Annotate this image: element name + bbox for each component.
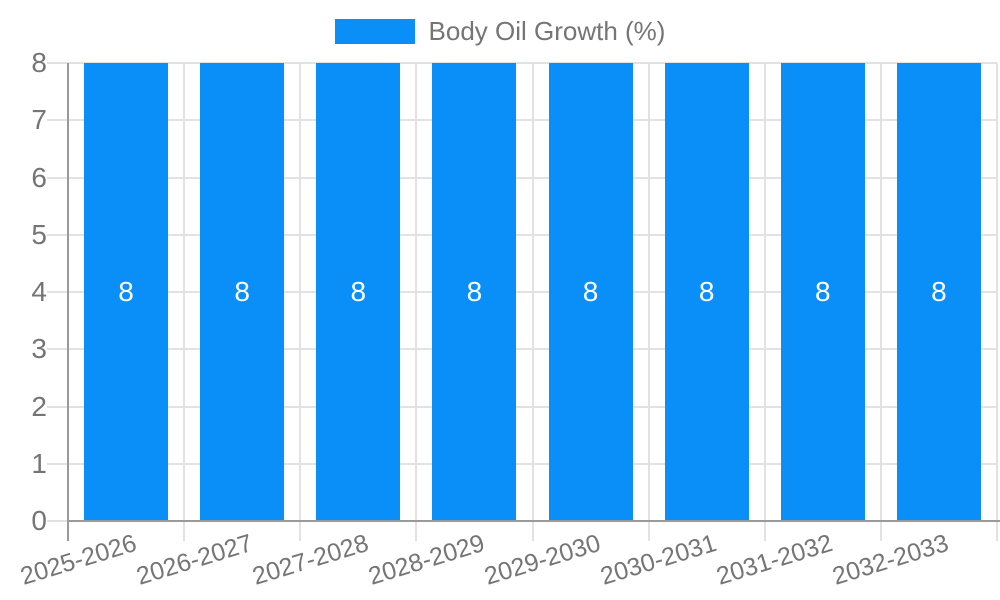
legend-swatch bbox=[334, 18, 415, 44]
chart-legend[interactable]: Body Oil Growth (%) bbox=[0, 17, 1000, 45]
y-gridline bbox=[47, 233, 997, 236]
y-axis-label-8: 8 bbox=[31, 47, 47, 78]
x-axis-label-2026-2027: 2026-2027 bbox=[132, 529, 256, 591]
bar-value-label: 8 bbox=[698, 276, 715, 307]
x-gridline bbox=[996, 63, 998, 541]
bar-2029-2030[interactable]: 8 bbox=[548, 63, 633, 521]
bar-2026-2027[interactable]: 8 bbox=[200, 63, 285, 521]
y-axis-label-2: 2 bbox=[31, 390, 47, 422]
x-axis-line bbox=[68, 520, 1000, 522]
y-axis-label-6: 6 bbox=[31, 161, 47, 193]
bar-value-label: 8 bbox=[931, 276, 947, 307]
x-gridline bbox=[299, 63, 302, 541]
x-axis-label-2028-2029: 2028-2029 bbox=[365, 529, 488, 591]
y-axis-label-0: 0 bbox=[31, 505, 47, 536]
y-axis-label-3: 3 bbox=[31, 333, 47, 365]
bar-2027-2028[interactable]: 8 bbox=[316, 63, 401, 521]
bar-2031-2032[interactable]: 8 bbox=[780, 63, 865, 521]
bar-2025-2026[interactable]: 8 bbox=[84, 63, 169, 521]
x-axis-label-2029-2030: 2029-2030 bbox=[481, 529, 604, 591]
y-gridline bbox=[47, 62, 997, 64]
y-gridline bbox=[47, 119, 997, 122]
bar-2032-2033[interactable]: 8 bbox=[896, 63, 981, 521]
bar-value-label: 8 bbox=[118, 276, 134, 307]
bar-2028-2029[interactable]: 8 bbox=[432, 63, 517, 521]
x-axis-label-2027-2028: 2027-2028 bbox=[248, 529, 372, 591]
bar-value-label: 8 bbox=[815, 276, 831, 307]
y-axis-line bbox=[67, 63, 69, 541]
bar-2030-2031[interactable]: 8 bbox=[664, 63, 749, 521]
y-gridline bbox=[47, 348, 997, 351]
y-axis-label-7: 7 bbox=[31, 104, 47, 136]
y-gridline bbox=[47, 405, 997, 408]
x-axis-label-2025-2026: 2025-2026 bbox=[16, 529, 140, 591]
y-gridline bbox=[47, 462, 997, 465]
x-axis-label-2030-2031: 2030-2031 bbox=[597, 529, 720, 591]
y-gridline bbox=[47, 291, 997, 293]
bar-value-label: 8 bbox=[466, 276, 483, 307]
y-axis-label-5: 5 bbox=[31, 218, 47, 250]
y-gridline bbox=[47, 176, 997, 179]
legend-label: Body Oil Growth (%) bbox=[428, 16, 666, 46]
x-gridline bbox=[183, 63, 186, 541]
x-gridline bbox=[763, 63, 766, 541]
x-axis-label-2032-2033: 2032-2033 bbox=[829, 529, 953, 591]
x-gridline bbox=[415, 63, 418, 541]
y-axis-label-4: 4 bbox=[31, 276, 47, 307]
x-gridline bbox=[647, 63, 650, 541]
x-axis-label-2031-2032: 2031-2032 bbox=[713, 529, 836, 591]
x-gridline bbox=[879, 63, 882, 541]
y-axis-label-1: 1 bbox=[31, 447, 47, 479]
bar-value-label: 8 bbox=[234, 276, 250, 307]
bar-value-label: 8 bbox=[582, 276, 599, 307]
x-gridline bbox=[531, 63, 534, 541]
bar-value-label: 8 bbox=[350, 276, 367, 307]
